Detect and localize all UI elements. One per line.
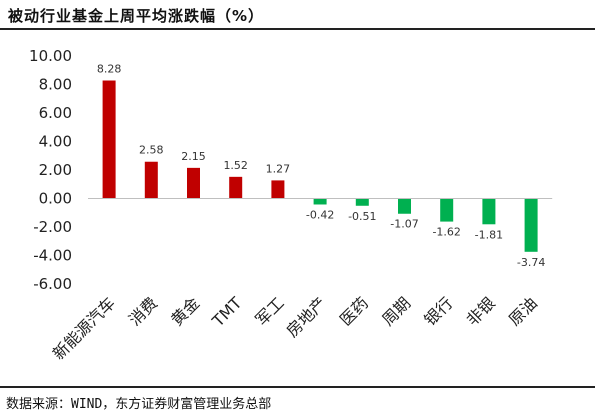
bar xyxy=(313,198,327,205)
x-tick-label: 原油 xyxy=(505,293,541,329)
chart-title: 被动行业基金上周平均涨跌幅（%） xyxy=(8,7,265,25)
data-label: -0.51 xyxy=(348,210,376,223)
data-label: -3.74 xyxy=(517,256,545,269)
bar xyxy=(187,167,200,199)
data-label: -1.07 xyxy=(390,218,418,231)
title-bar: 被动行业基金上周平均涨跌幅（%） xyxy=(0,0,595,30)
x-tick-label: 非银 xyxy=(463,293,499,329)
data-label: -1.62 xyxy=(432,226,460,239)
data-label: 1.27 xyxy=(266,162,291,175)
y-tick-label: 4.00 xyxy=(39,133,72,151)
x-tick-label: 医药 xyxy=(336,293,372,329)
bar xyxy=(355,198,369,206)
data-label: -0.42 xyxy=(306,208,334,221)
y-tick-label: -4.00 xyxy=(33,247,72,265)
y-tick-label: 10.00 xyxy=(29,47,72,65)
bars-group xyxy=(102,80,538,252)
x-tick-label: 银行 xyxy=(420,293,456,329)
bar xyxy=(524,198,538,252)
bar xyxy=(144,161,158,199)
value-labels-group: 8.28 2.58 2.15 1.52 1.27 -0.42 -0.51 -1.07 -1.62… xyxy=(97,63,545,269)
y-tick-label: -6.00 xyxy=(33,275,72,293)
y-tick-label: 6.00 xyxy=(39,104,72,122)
x-tick-label: 周期 xyxy=(378,293,414,329)
x-tick-label: 军工 xyxy=(252,293,288,329)
y-tick-label: 2.00 xyxy=(39,161,72,179)
x-tick-label: 黄金 xyxy=(167,293,203,329)
y-tick-label: 8.00 xyxy=(39,76,72,94)
x-tick-label: TMT xyxy=(208,293,246,331)
y-tick-label: 0.00 xyxy=(39,190,72,208)
bar xyxy=(398,198,411,214)
data-label: 2.58 xyxy=(139,144,164,157)
bar-chart: 10.00 8.00 6.00 4.00 2.00 0.00 -2.00 -4.00 -6.00… xyxy=(29,47,553,363)
chart-area: 10.00 8.00 6.00 4.00 2.00 0.00 -2.00 -4.00 -6.00… xyxy=(0,30,595,386)
source-note: 数据来源：WIND，东方证券财富管理业务总部 xyxy=(6,397,272,412)
bar xyxy=(229,176,243,199)
x-tick-label: 新能源汽车 xyxy=(49,293,119,363)
x-tick-label: 消费 xyxy=(125,293,161,329)
bar xyxy=(482,198,496,225)
footer-bar: 数据来源：WIND，东方证券财富管理业务总部 xyxy=(0,386,595,414)
bar xyxy=(271,180,285,199)
y-tick-label: -2.00 xyxy=(33,218,72,236)
y-axis: 10.00 8.00 6.00 4.00 2.00 0.00 -2.00 -4.00 -6.00 xyxy=(29,47,72,293)
data-label: 2.15 xyxy=(181,150,206,163)
bar xyxy=(440,198,454,222)
data-label: 8.28 xyxy=(97,63,122,76)
data-label: -1.81 xyxy=(475,228,503,241)
x-tick-label: 房地产 xyxy=(283,293,330,340)
bar xyxy=(102,80,116,199)
data-label: 1.52 xyxy=(223,159,248,172)
